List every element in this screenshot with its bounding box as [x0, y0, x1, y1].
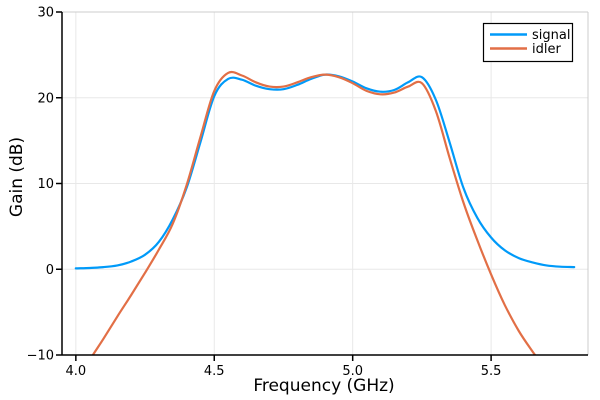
y-tick-label: 20: [37, 91, 54, 106]
y-tick-label: 30: [37, 6, 54, 21]
x-axis-label: Frequency (GHz): [253, 376, 394, 396]
legend-label-idler: idler: [532, 42, 561, 57]
legend-box: [482, 22, 574, 63]
legend: signal idler: [482, 22, 574, 63]
legend-label-signal: signal: [532, 28, 570, 43]
x-tick-label: 4.5: [204, 364, 225, 379]
y-tick-label: 0: [46, 263, 54, 278]
plot-frame: [62, 11, 589, 355]
x-tick-label: 5.0: [342, 364, 363, 379]
axes-layer: 4.0 4.5 5.0 5.5 −10 0 10 20 30: [27, 6, 588, 379]
y-axis-label: Gain (dB): [7, 137, 27, 217]
series-line-idler: [91, 70, 537, 355]
x-tick-label: 5.5: [481, 364, 502, 379]
y-tick-label: −10: [27, 349, 54, 364]
y-tick-label: 10: [37, 177, 54, 192]
series-layer: [74, 70, 576, 355]
x-tick-label: 4.0: [65, 364, 86, 379]
